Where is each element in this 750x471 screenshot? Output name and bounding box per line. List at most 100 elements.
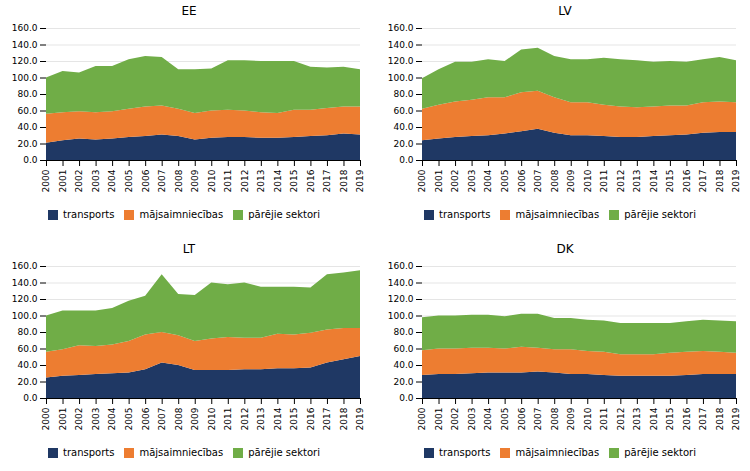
svg-text:2012: 2012 [616,170,626,193]
svg-text:2010: 2010 [583,169,593,192]
svg-text:2016: 2016 [306,169,316,192]
svg-text:60.0: 60.0 [17,106,37,116]
svg-text:120.0: 120.0 [388,56,414,66]
svg-text:2006: 2006 [141,407,151,430]
svg-text:140.0: 140.0 [12,40,38,50]
svg-text:40.0: 40.0 [393,122,413,132]
svg-text:60.0: 60.0 [17,344,37,354]
svg-text:2003: 2003 [91,408,101,431]
svg-text:0.0: 0.0 [23,393,38,403]
svg-text:100.0: 100.0 [12,311,38,321]
svg-text:2007: 2007 [157,408,167,431]
svg-text:2008: 2008 [550,407,560,430]
svg-text:2015: 2015 [289,170,299,193]
svg-text:2012: 2012 [616,408,626,431]
svg-text:2003: 2003 [467,408,477,431]
svg-text:2006: 2006 [517,169,527,192]
svg-text:0.0: 0.0 [23,155,38,165]
svg-text:2005: 2005 [500,170,510,193]
svg-text:2002: 2002 [74,170,84,193]
svg-text:2002: 2002 [74,408,84,431]
svg-text:2010: 2010 [207,407,217,430]
svg-text:2009: 2009 [190,407,200,430]
svg-text:2003: 2003 [467,170,477,193]
svg-text:2001: 2001 [58,170,68,193]
svg-text:80.0: 80.0 [17,327,37,337]
svg-text:80.0: 80.0 [393,327,413,337]
svg-text:40.0: 40.0 [393,360,413,370]
svg-text:2015: 2015 [665,408,675,431]
svg-text:2000: 2000 [417,407,427,430]
svg-text:2013: 2013 [256,408,266,431]
svg-text:140.0: 140.0 [388,278,414,288]
svg-text:2001: 2001 [58,408,68,431]
svg-text:160.0: 160.0 [12,261,38,271]
svg-text:2008: 2008 [550,169,560,192]
svg-text:2001: 2001 [434,408,444,431]
svg-text:2009: 2009 [566,169,576,192]
svg-text:2016: 2016 [306,407,316,430]
svg-text:2006: 2006 [141,169,151,192]
svg-text:160.0: 160.0 [388,23,414,33]
svg-text:2007: 2007 [157,170,167,193]
svg-text:2004: 2004 [107,169,117,192]
svg-text:2011: 2011 [599,170,609,193]
svg-text:2011: 2011 [599,408,609,431]
svg-text:100.0: 100.0 [388,73,414,83]
svg-text:2019: 2019 [731,407,741,430]
svg-text:100.0: 100.0 [388,311,414,321]
svg-text:0.0: 0.0 [399,155,414,165]
svg-text:2009: 2009 [566,407,576,430]
svg-text:2018: 2018 [715,407,725,430]
svg-text:2014: 2014 [273,169,283,192]
svg-text:0.0: 0.0 [399,393,414,403]
svg-text:2018: 2018 [339,169,349,192]
svg-text:2013: 2013 [632,170,642,193]
svg-text:2016: 2016 [682,169,692,192]
svg-text:2017: 2017 [698,408,708,431]
svg-text:2002: 2002 [450,408,460,431]
svg-text:2007: 2007 [533,408,543,431]
svg-text:2015: 2015 [665,170,675,193]
svg-text:2015: 2015 [289,408,299,431]
svg-text:2018: 2018 [715,169,725,192]
svg-text:20.0: 20.0 [393,139,413,149]
svg-text:2000: 2000 [41,407,51,430]
svg-text:120.0: 120.0 [12,56,38,66]
svg-text:2000: 2000 [417,169,427,192]
svg-text:2017: 2017 [322,408,332,431]
svg-text:120.0: 120.0 [12,294,38,304]
svg-text:2008: 2008 [174,407,184,430]
svg-text:2006: 2006 [517,407,527,430]
svg-text:80.0: 80.0 [17,89,37,99]
svg-text:2019: 2019 [731,169,741,192]
svg-text:2009: 2009 [190,169,200,192]
svg-text:40.0: 40.0 [17,360,37,370]
svg-text:100.0: 100.0 [12,73,38,83]
svg-text:2018: 2018 [339,407,349,430]
svg-text:20.0: 20.0 [393,377,413,387]
svg-text:160.0: 160.0 [388,261,414,271]
svg-text:2001: 2001 [434,170,444,193]
svg-text:2000: 2000 [41,169,51,192]
svg-text:2008: 2008 [174,169,184,192]
svg-text:2005: 2005 [124,408,134,431]
svg-text:20.0: 20.0 [17,377,37,387]
svg-text:2014: 2014 [649,407,659,430]
svg-text:140.0: 140.0 [388,40,414,50]
svg-text:2016: 2016 [682,407,692,430]
svg-text:2010: 2010 [207,169,217,192]
svg-text:2005: 2005 [500,408,510,431]
svg-text:2007: 2007 [533,170,543,193]
svg-text:60.0: 60.0 [393,344,413,354]
svg-text:2013: 2013 [256,170,266,193]
svg-text:2004: 2004 [483,407,493,430]
svg-text:40.0: 40.0 [17,122,37,132]
svg-text:2019: 2019 [355,169,365,192]
svg-text:20.0: 20.0 [17,139,37,149]
svg-text:2004: 2004 [483,169,493,192]
svg-text:80.0: 80.0 [393,89,413,99]
svg-text:2012: 2012 [240,170,250,193]
svg-text:120.0: 120.0 [388,294,414,304]
svg-text:2014: 2014 [273,407,283,430]
